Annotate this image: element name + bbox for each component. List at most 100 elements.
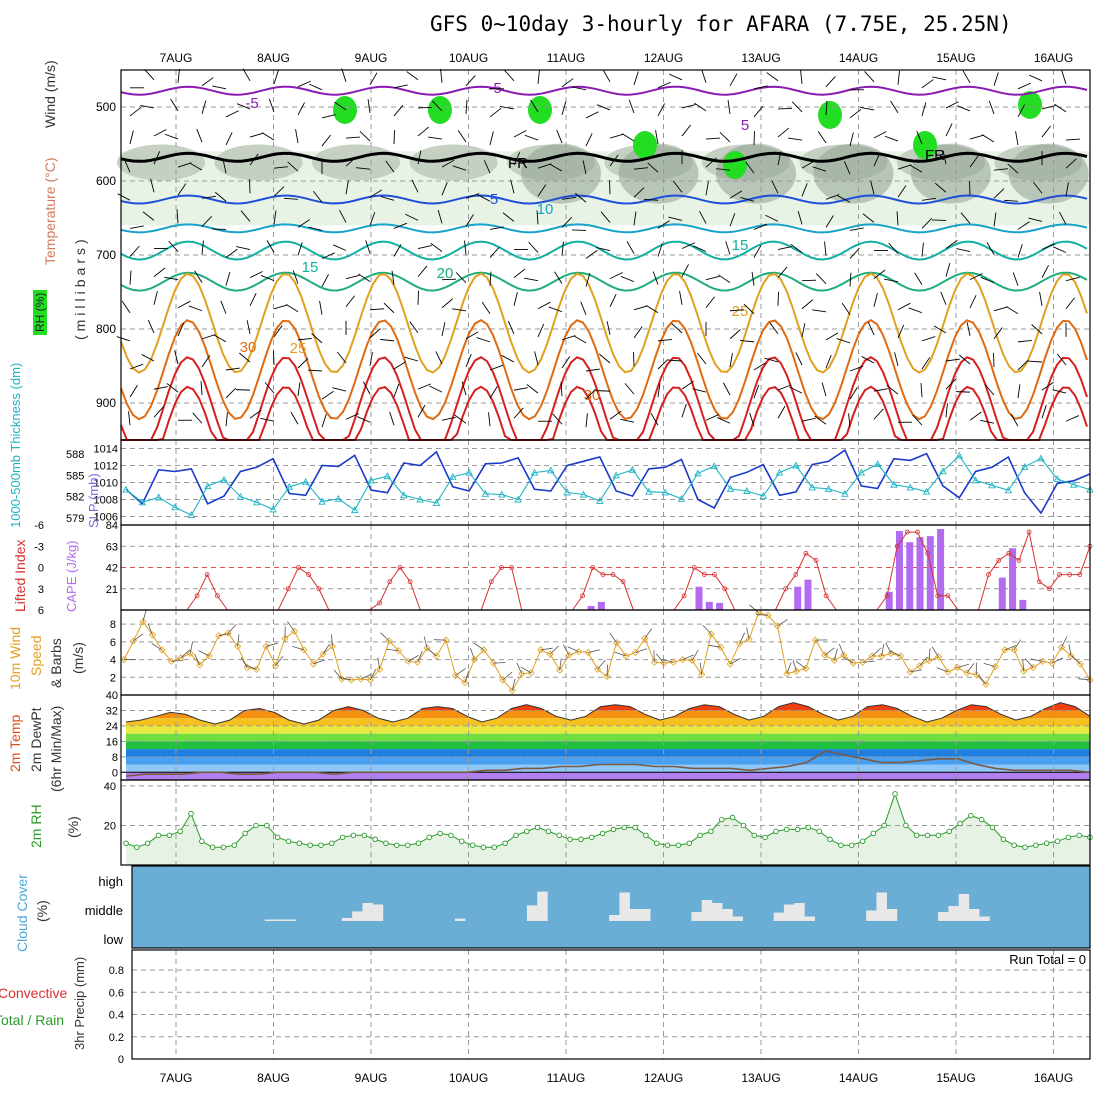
wind-barb [920, 383, 923, 398]
wind-barb [249, 153, 259, 166]
thickness-marker [579, 490, 588, 498]
wind-speed-marker [991, 663, 999, 671]
wind-barb [701, 69, 707, 83]
wind-speed-marker [556, 666, 564, 674]
cape-bar [885, 591, 893, 610]
lifted-index-marker [590, 565, 596, 570]
wind-barb [753, 362, 767, 371]
thickness-marker [301, 477, 310, 485]
slp-y-tick: 1014 [94, 444, 118, 456]
wind-barb [1041, 404, 1047, 419]
wind-speed-marker [641, 634, 649, 642]
temp-color-band [126, 764, 1090, 773]
thickness-marker [1053, 475, 1062, 482]
lifted-index-marker [712, 572, 717, 577]
rh-y-tick: 20 [104, 820, 116, 832]
wind-speed-marker [859, 658, 867, 666]
wind-barb [753, 105, 764, 118]
wind-barb [647, 162, 659, 173]
slp-y-tick: 1008 [94, 495, 118, 507]
wind-barb-10m [1061, 636, 1068, 648]
cape-bar [597, 601, 605, 610]
wind-speed-marker [830, 656, 838, 665]
temp-contour-label: 25 [290, 340, 307, 357]
wind-barb [465, 214, 474, 227]
wind-barb [358, 273, 371, 283]
cape-y-tick: 63 [106, 541, 118, 553]
wind-barb [600, 211, 611, 223]
wind-barb [657, 383, 661, 398]
cloud-level-label: low [103, 932, 123, 947]
wind-barb [246, 320, 251, 334]
thickness-marker [628, 465, 637, 473]
thickness-marker [563, 488, 571, 496]
wind-barb [1017, 82, 1031, 90]
wind-barb [537, 301, 551, 310]
wind-barb [345, 295, 355, 308]
wind-barb [940, 291, 947, 305]
wind-barb [430, 242, 443, 252]
wind-barb [993, 72, 999, 86]
li-y-tick: 3 [38, 584, 44, 596]
wind-barb [549, 163, 563, 172]
temp-color-band [126, 718, 1090, 726]
wind-barb [723, 382, 731, 396]
wind-barb-10m [502, 671, 513, 681]
wind-barb [797, 210, 803, 225]
rh-marker [469, 842, 476, 848]
wind-barb [942, 150, 947, 165]
wind-barb-10m [562, 644, 570, 656]
temp-contour-35 [120, 356, 1088, 441]
temp-y-tick: 24 [106, 721, 118, 733]
wind-barb [993, 188, 1005, 199]
temp2m-label-1: 2m Temp [7, 714, 23, 772]
rh-marker [448, 832, 454, 839]
wind-barb [528, 241, 539, 253]
wind-barb [225, 387, 237, 399]
wind-barb [825, 215, 834, 228]
wind-barb [128, 411, 131, 426]
wind-barb [393, 244, 402, 257]
thickness-marker [759, 492, 767, 499]
wind-barb [598, 353, 611, 364]
wind-barb [626, 241, 635, 254]
date-axis: 7AUG 7AUG 8AUG 8AUG 9AUG 9AUG 10AUG 10AUG 11AUG 1… [160, 51, 1074, 1085]
thickness-marker [318, 497, 326, 505]
wind-barb [441, 159, 455, 168]
wind-barb [609, 293, 617, 307]
wind-barb-10m [133, 633, 144, 642]
wind-barb [116, 336, 131, 342]
wind-speed-marker [1039, 657, 1047, 665]
precip-total-label: Total / Rain [0, 1012, 65, 1028]
wind-barb [319, 300, 323, 315]
thickness-marker [677, 494, 686, 502]
upper-ylabel: (millibars) [72, 235, 88, 340]
cape-y-tick: 84 [106, 520, 118, 532]
wind-barb [572, 86, 587, 91]
wind-barb [236, 246, 251, 250]
thickness-marker [710, 462, 718, 470]
thickness-marker [171, 503, 179, 511]
wind-barb [980, 276, 995, 284]
wind-barb-10m [824, 647, 835, 656]
rh-marker [567, 836, 573, 843]
wind-barb [1061, 70, 1067, 84]
wind-barb [657, 103, 665, 117]
wind-barb-10m [838, 643, 845, 656]
wind-barb [825, 76, 836, 88]
wind-barb [652, 271, 659, 285]
wind-barb [753, 85, 768, 90]
rh-marker [524, 828, 530, 835]
wind-barb [657, 220, 670, 229]
wind-barb [313, 190, 323, 203]
wind-barb [718, 274, 731, 284]
wind-barb [585, 388, 597, 400]
lifted-index-marker [793, 572, 799, 577]
rh-marker [209, 844, 216, 850]
wind-barb [464, 240, 467, 255]
wind-barb [489, 226, 504, 230]
wind-speed-marker [120, 656, 128, 664]
wind-barb [945, 378, 957, 390]
wind-barb [561, 241, 564, 256]
